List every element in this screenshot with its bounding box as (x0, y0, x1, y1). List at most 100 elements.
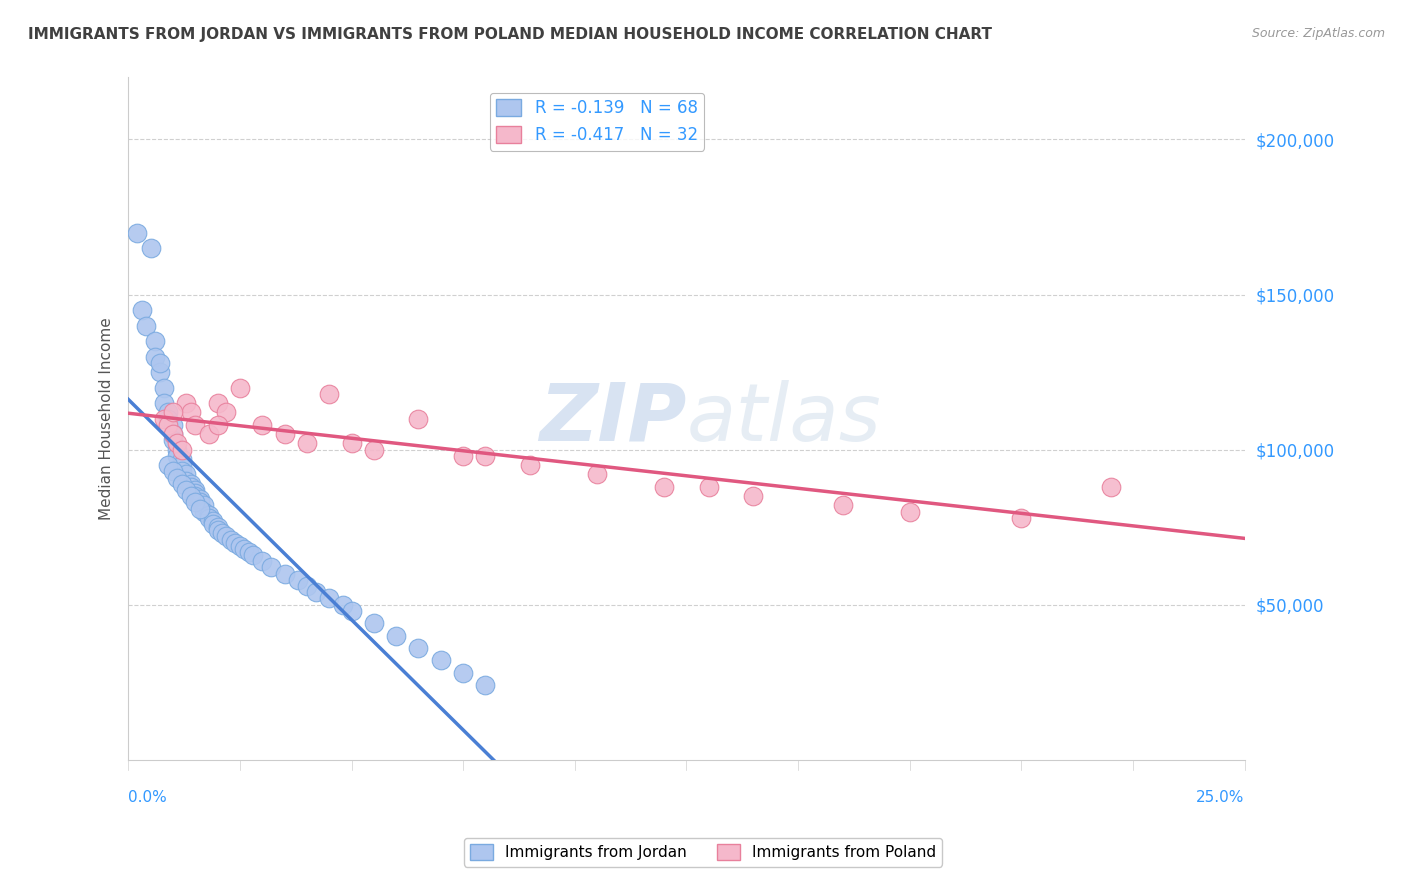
Point (162, 405, 184, 419)
Point (170, 476, 193, 491)
Text: IMMIGRANTS FROM JORDAN VS IMMIGRANTS FROM POLAND MEDIAN HOUSEHOLD INCOME CORRELA: IMMIGRANTS FROM JORDAN VS IMMIGRANTS FRO… (28, 27, 993, 42)
Point (295, 579, 318, 593)
Point (153, 380, 176, 394)
Point (831, 499, 853, 513)
Point (176, 396, 198, 410)
Point (207, 523, 229, 537)
Point (215, 405, 238, 419)
Point (229, 380, 252, 394)
Point (202, 514, 225, 528)
Point (451, 665, 474, 680)
Point (273, 427, 295, 442)
Point (260, 560, 283, 574)
Point (166, 449, 188, 463)
Point (170, 464, 193, 478)
Point (176, 474, 198, 488)
Point (188, 501, 211, 516)
Point (176, 483, 198, 497)
Point (697, 480, 720, 494)
Point (219, 533, 242, 547)
Point (148, 356, 170, 370)
Point (305, 585, 328, 599)
Point (162, 464, 184, 478)
Point (295, 436, 318, 450)
Point (188, 492, 211, 507)
Point (193, 505, 215, 519)
Text: 25.0%: 25.0% (1197, 790, 1244, 805)
Point (184, 489, 207, 503)
Point (166, 436, 188, 450)
Point (157, 458, 180, 472)
Point (197, 427, 219, 442)
Point (188, 495, 211, 509)
Point (224, 535, 246, 549)
Point (250, 554, 273, 568)
Point (408, 641, 430, 656)
Point (157, 417, 180, 432)
Point (170, 451, 193, 466)
Point (430, 653, 453, 667)
Point (127, 226, 149, 240)
Point (207, 520, 229, 534)
Point (211, 526, 233, 541)
Legend: Immigrants from Jordan, Immigrants from Poland: Immigrants from Jordan, Immigrants from … (464, 838, 942, 866)
Point (197, 508, 219, 522)
Point (742, 489, 765, 503)
Point (233, 541, 256, 556)
Point (180, 476, 202, 491)
Point (451, 449, 474, 463)
Point (1010, 511, 1032, 525)
Point (474, 449, 496, 463)
Point (898, 505, 921, 519)
Text: atlas: atlas (686, 380, 882, 458)
Point (332, 598, 354, 612)
Point (148, 365, 170, 379)
Point (363, 442, 385, 457)
Point (143, 350, 166, 364)
Point (202, 516, 225, 531)
Point (318, 386, 340, 401)
Point (139, 241, 162, 255)
Point (287, 573, 309, 587)
Point (184, 417, 207, 432)
Point (363, 616, 385, 631)
Legend: R = -0.139   N = 68, R = -0.417   N = 32: R = -0.139 N = 68, R = -0.417 N = 32 (489, 93, 704, 151)
Point (207, 417, 229, 432)
Point (207, 396, 229, 410)
Point (166, 470, 188, 484)
Point (197, 511, 219, 525)
Point (162, 434, 184, 448)
Point (184, 486, 207, 500)
Point (162, 417, 184, 432)
Y-axis label: Median Household Income: Median Household Income (100, 318, 114, 520)
Point (238, 545, 260, 559)
Point (385, 629, 408, 643)
Point (162, 427, 184, 442)
Point (193, 499, 215, 513)
Point (229, 539, 252, 553)
Text: Source: ZipAtlas.com: Source: ZipAtlas.com (1251, 27, 1385, 40)
Point (250, 417, 273, 432)
Point (180, 405, 202, 419)
Point (176, 467, 198, 482)
Text: ZIP: ZIP (538, 380, 686, 458)
Point (131, 303, 153, 318)
Point (180, 489, 202, 503)
Point (157, 411, 180, 425)
Point (135, 318, 157, 333)
Point (318, 591, 340, 606)
Point (184, 495, 207, 509)
Point (166, 442, 188, 457)
Point (652, 480, 675, 494)
Point (519, 458, 541, 472)
Point (153, 396, 176, 410)
Point (215, 529, 238, 543)
Point (170, 458, 193, 472)
Point (340, 604, 363, 618)
Point (143, 334, 166, 348)
Point (180, 480, 202, 494)
Point (474, 678, 496, 692)
Point (408, 411, 430, 425)
Point (162, 427, 184, 442)
Point (184, 483, 207, 497)
